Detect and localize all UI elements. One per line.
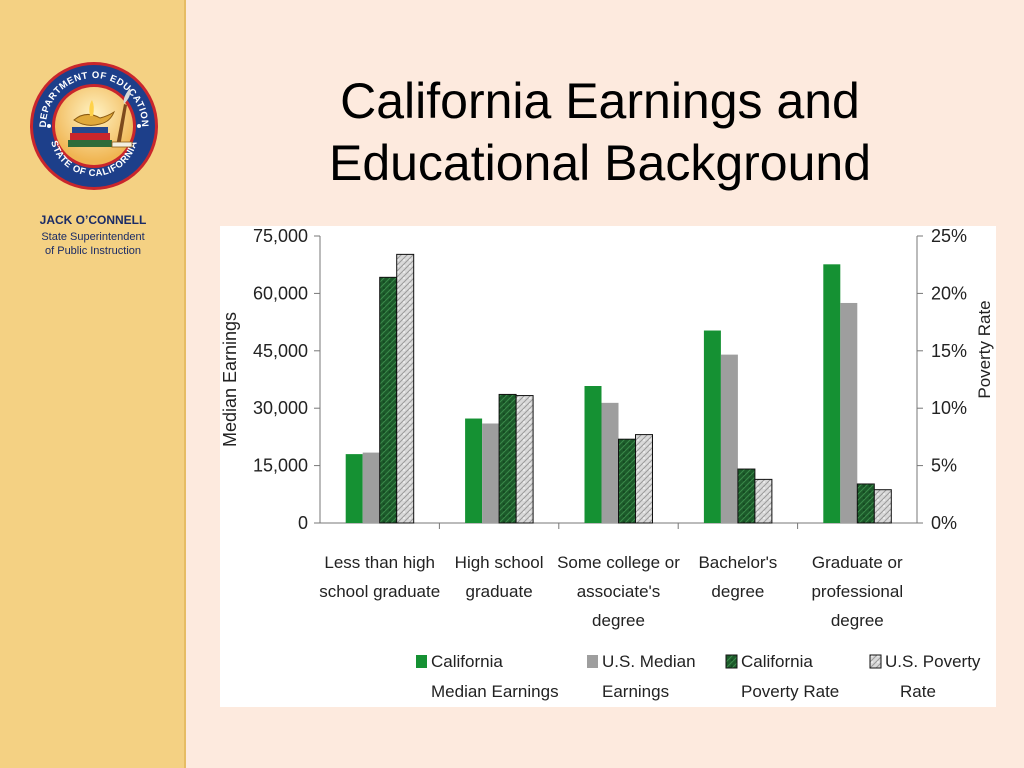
- left-tick-label: 45,000: [253, 341, 308, 361]
- left-tick-label: 30,000: [253, 398, 308, 418]
- left-tick-label: 15,000: [253, 456, 308, 476]
- bar-california-poverty-rate: [498, 393, 517, 524]
- bar-california-median-earnings: [345, 454, 363, 523]
- bar-us-median-earnings: [482, 423, 500, 523]
- bar-california-median-earnings: [823, 264, 841, 523]
- left-tick-label: 0: [298, 513, 308, 533]
- left-tick-label: 75,000: [253, 226, 308, 246]
- bar-california-median-earnings: [584, 386, 602, 523]
- legend-swatch: [587, 655, 598, 668]
- slide-title-line2: Educational Background: [328, 135, 872, 191]
- left-tick-label: 60,000: [253, 283, 308, 303]
- bar-us-poverty-rate: [396, 253, 415, 524]
- right-tick-label: 10%: [931, 398, 967, 418]
- slide-title-line1: California Earnings and: [340, 73, 860, 129]
- presenter-title-line1: State Superintendent: [41, 231, 145, 243]
- earnings-poverty-chart: 0 15,000 30,000 45,000 60,000 75,000 0% 5% 10% 15…: [220, 226, 994, 701]
- legend-swatch: [416, 655, 427, 668]
- bar-us-median-earnings: [840, 302, 858, 523]
- legend-label: California Poverty Rate: [741, 652, 839, 701]
- right-tick-label: 15%: [931, 341, 967, 361]
- bar-california-median-earnings: [703, 330, 721, 523]
- category-label: Less than high school graduate: [319, 553, 440, 601]
- bar-us-median-earnings: [720, 354, 738, 523]
- legend-label: California Median Earnings: [431, 652, 559, 701]
- y2-axis-label: Poverty Rate: [975, 300, 994, 398]
- bar-us-poverty-rate: [873, 489, 892, 524]
- legend-swatch: [869, 654, 882, 669]
- category-label: Graduate or professional degree: [811, 553, 903, 630]
- chart-panel: 0 15,000 30,000 45,000 60,000 75,000 0% 5% 10% 15…: [220, 226, 996, 707]
- bar-us-poverty-rate: [515, 395, 534, 524]
- right-tick-label: 5%: [931, 456, 957, 476]
- bar-california-poverty-rate: [737, 468, 756, 524]
- bar-us-poverty-rate: [635, 434, 653, 524]
- presenter-title: State Superintendent of Public Instructi…: [0, 230, 186, 258]
- california-department-of-education-seal-icon: DEPARTMENT OF EDUCATION STATE OF CALIFOR…: [30, 62, 158, 190]
- legend-swatch: [725, 654, 738, 669]
- legend-label: U.S. Poverty Rate: [885, 652, 981, 701]
- category-label: Some college or associate's degree: [557, 553, 680, 630]
- slide-title: California Earnings and Educational Back…: [230, 70, 970, 194]
- bar-california-poverty-rate: [856, 483, 875, 524]
- legend-label: U.S. Median Earnings: [602, 652, 696, 701]
- right-tick-label: 0%: [931, 513, 957, 533]
- bar-california-median-earnings: [465, 418, 483, 523]
- category-label: High school graduate: [455, 553, 544, 601]
- bar-us-poverty-rate: [754, 478, 773, 524]
- presenter-name: JACK O’CONNELL: [39, 213, 147, 227]
- right-tick-label: 20%: [931, 283, 967, 303]
- bar-california-poverty-rate: [379, 276, 398, 524]
- category-label: Bachelor's degree: [698, 553, 777, 601]
- right-tick-label: 25%: [931, 226, 967, 246]
- y-axis-label: Median Earnings: [220, 312, 240, 447]
- presenter-title-line2: of Public Instruction: [45, 245, 141, 257]
- bar-california-poverty-rate: [618, 438, 636, 524]
- bar-us-median-earnings: [601, 402, 619, 523]
- bar-us-median-earnings: [362, 452, 380, 523]
- sidebar: DEPARTMENT OF EDUCATION STATE OF CALIFOR…: [0, 0, 186, 768]
